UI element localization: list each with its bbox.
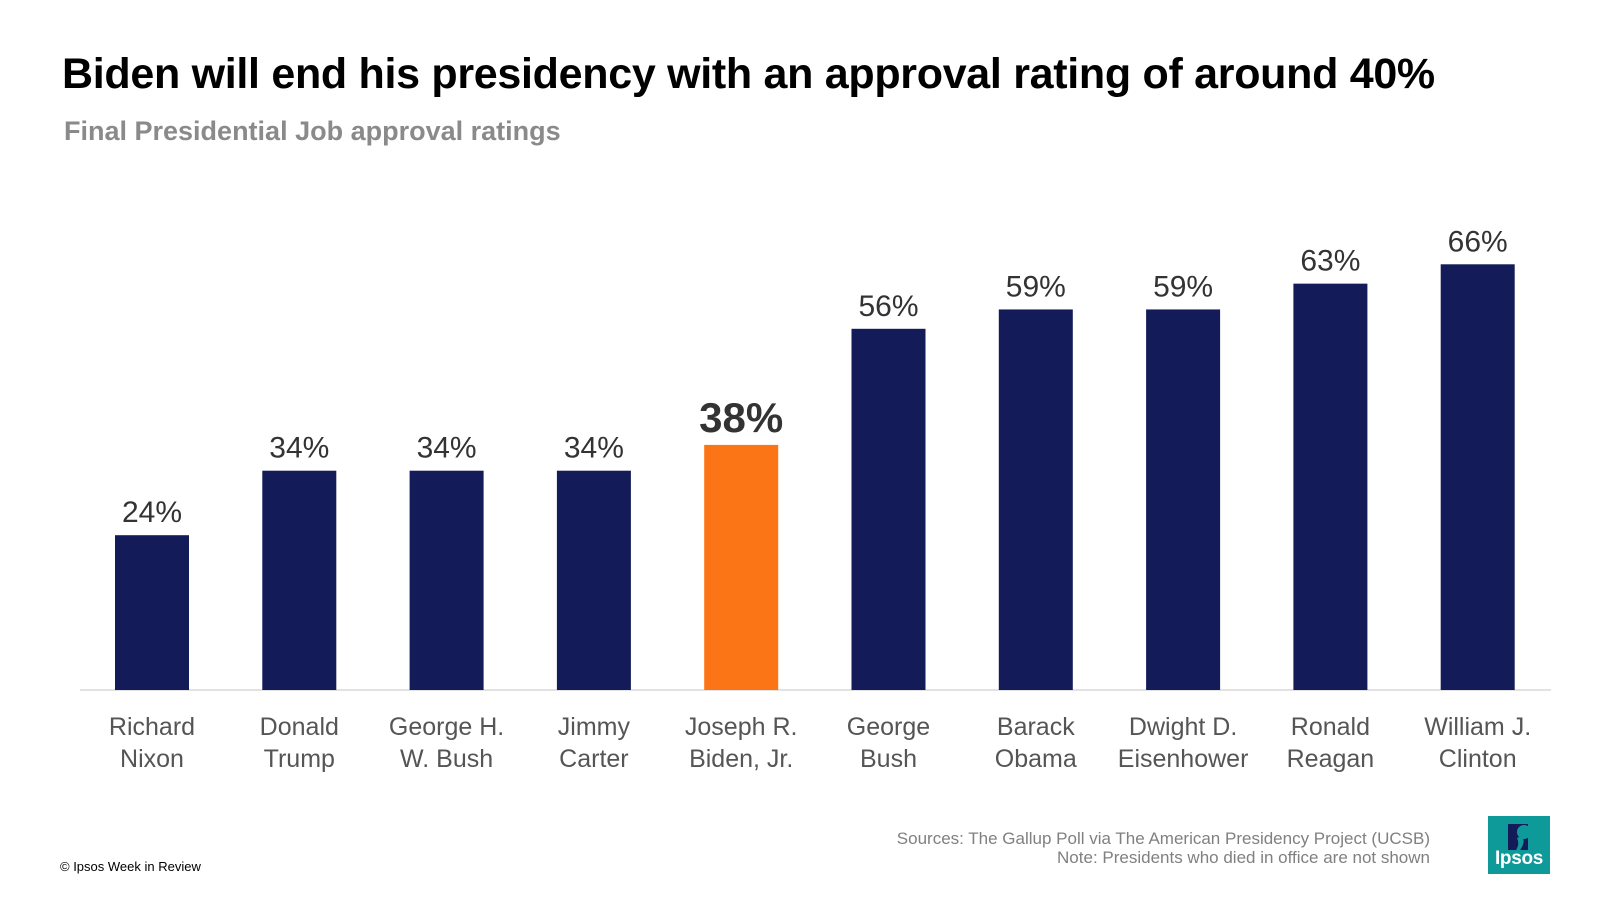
chart-subtitle: Final Presidential Job approval ratings — [64, 116, 561, 146]
note-line: Note: Presidents who died in office are … — [1057, 848, 1430, 867]
category-label: Reagan — [1287, 745, 1375, 773]
category-label: Ronald — [1291, 713, 1370, 741]
data-label: 59% — [1153, 270, 1213, 303]
ipsos-logo: Ipsos — [1488, 816, 1550, 874]
category-label: Donald — [260, 713, 339, 741]
bar — [1293, 283, 1368, 690]
data-label: 38% — [699, 394, 783, 441]
category-label: Richard — [109, 713, 195, 741]
bar — [851, 328, 926, 690]
category-label: Jimmy — [558, 713, 631, 741]
data-label: 63% — [1300, 245, 1360, 278]
category-label: Carter — [559, 745, 628, 773]
bar — [409, 470, 484, 690]
data-label: 56% — [858, 290, 918, 323]
bar — [556, 470, 631, 690]
data-label: 34% — [269, 432, 329, 465]
category-label: Nixon — [120, 745, 184, 773]
data-label: 34% — [417, 432, 477, 465]
category-label: Barack — [997, 713, 1075, 741]
bar — [1440, 264, 1515, 690]
category-label: William J. — [1424, 713, 1531, 741]
chart-title: Biden will end his presidency with an ap… — [62, 50, 1435, 98]
bar — [998, 309, 1073, 690]
category-label: W. Bush — [400, 745, 493, 773]
category-label: Joseph R. — [685, 713, 798, 741]
category-label: Clinton — [1439, 745, 1517, 773]
bar — [262, 470, 337, 690]
bar — [115, 535, 189, 690]
data-label: 66% — [1448, 225, 1508, 258]
data-label: 34% — [564, 432, 624, 465]
ipsos-logo-text: Ipsos — [1494, 848, 1544, 869]
category-label: Bush — [860, 745, 917, 773]
category-label: Dwight D. — [1129, 713, 1237, 741]
bar-chart: 24% Richard Nixon 34% Donald Trump 34% George H… — [80, 225, 1551, 773]
data-label: 59% — [1006, 270, 1066, 303]
category-label: George H. — [389, 713, 504, 741]
category-label: George — [847, 713, 930, 741]
category-label: Biden, Jr. — [689, 745, 793, 773]
category-label: Trump — [264, 745, 335, 773]
bar — [704, 444, 779, 690]
ipsos-logo-mark-icon — [1508, 824, 1531, 850]
copyright-text: © Ipsos Week in Review — [60, 859, 201, 874]
bar — [1146, 309, 1221, 690]
sources-line: Sources: The Gallup Poll via The America… — [896, 829, 1430, 848]
category-label: Obama — [995, 745, 1077, 773]
category-label: Eisenhower — [1118, 745, 1249, 773]
sources-note: Sources: The Gallup Poll via The America… — [897, 829, 1430, 867]
data-label: 24% — [122, 496, 182, 529]
